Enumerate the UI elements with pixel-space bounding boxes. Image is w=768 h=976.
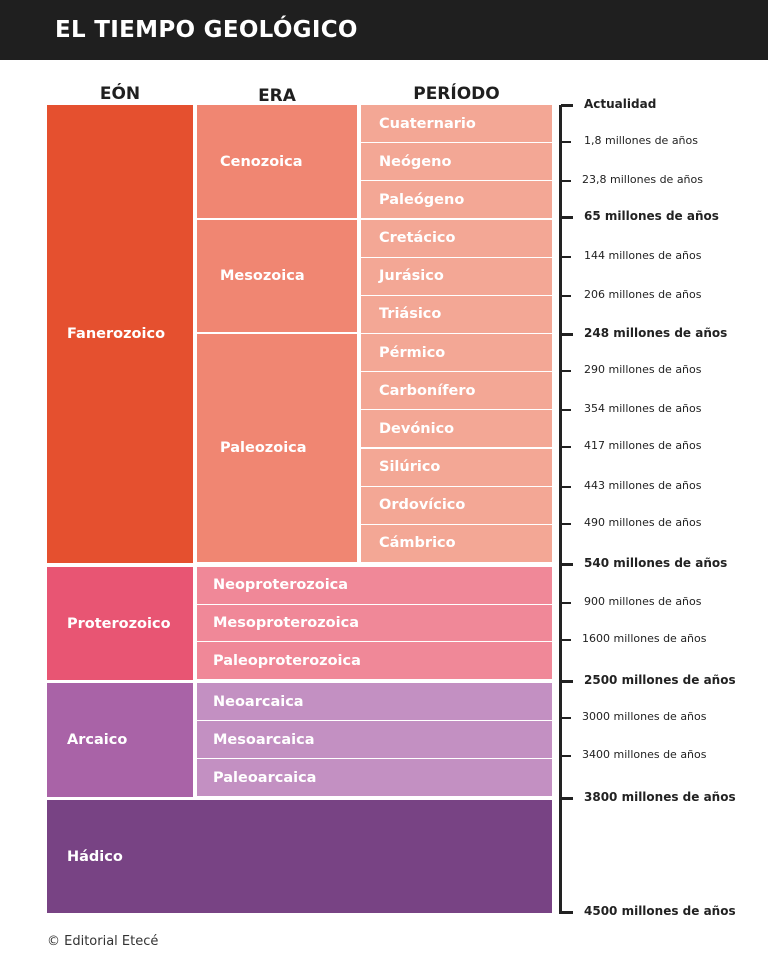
- eon-proterozoico-label: Proterozoico: [67, 615, 171, 632]
- era-row-arcaico: Mesoarcaica: [197, 721, 552, 758]
- period-row-label: Carbonífero: [379, 382, 476, 399]
- period-row: Cámbrico: [361, 524, 552, 562]
- column-header-era: ERA: [258, 86, 296, 106]
- era-row-proterozoico-label: Paleoproterozoica: [213, 652, 361, 669]
- period-row-label: Cuaternario: [379, 115, 476, 132]
- period-row-label: Silúrico: [379, 459, 441, 476]
- period-row-label: Jurásico: [379, 268, 444, 285]
- timeline-tick: [561, 141, 571, 143]
- period-row-label: Ordovícico: [379, 497, 466, 514]
- era-row-proterozoico: Neoproterozoica: [197, 567, 552, 604]
- timeline-tick: [561, 370, 571, 372]
- period-row: Carbonífero: [361, 372, 552, 410]
- era-row-proterozoico: Paleoproterozoica: [197, 642, 552, 680]
- period-row: Paleógeno: [361, 181, 552, 219]
- era-row-proterozoico: Mesoproterozoica: [197, 604, 552, 642]
- timeline-label: 2500 millones de años: [584, 673, 736, 687]
- timeline-tick: [561, 639, 571, 641]
- timeline-label: 3800 millones de años: [584, 790, 736, 804]
- period-row-label: Triásico: [379, 306, 442, 323]
- timeline-label: 3400 millones de años: [582, 748, 707, 761]
- era-row-arcaico-label: Mesoarcaica: [213, 731, 315, 748]
- era-mesozoica: Mesozoica: [197, 220, 357, 332]
- period-row-label: Cretácico: [379, 230, 456, 247]
- timeline-tick: [561, 563, 573, 566]
- period-row: Cretácico: [361, 219, 552, 257]
- timeline-label: 23,8 millones de años: [582, 173, 703, 186]
- period-row-label: Devónico: [379, 420, 455, 437]
- period-row: Ordovícico: [361, 486, 552, 524]
- timeline-tick: [561, 409, 571, 411]
- era-row-arcaico-label: Paleoarcaica: [213, 769, 317, 786]
- timeline-label: Actualidad: [584, 97, 657, 111]
- timeline-label: 3000 millones de años: [582, 710, 707, 723]
- era-row-proterozoico-label: Neoproterozoica: [213, 577, 349, 594]
- eon-hadico: Hádico: [47, 800, 552, 913]
- era-paleozoica: Paleozoica: [197, 334, 357, 562]
- timeline-label: 354 millones de años: [584, 402, 702, 415]
- timeline-tick: [561, 256, 571, 258]
- era-row-arcaico: Neoarcaica: [197, 683, 552, 720]
- era-mesozoica-label: Mesozoica: [220, 268, 305, 284]
- eon-proterozoico: Proterozoico: [47, 567, 193, 680]
- period-row: Neógeno: [361, 143, 552, 181]
- timeline-tick: [561, 523, 571, 525]
- timeline-label: 490 millones de años: [584, 516, 702, 529]
- era-row-proterozoico-label: Mesoproterozoica: [213, 615, 359, 632]
- timeline-label: 206 millones de años: [584, 288, 702, 301]
- timeline-label: 900 millones de años: [584, 595, 702, 608]
- timeline-tick: [561, 911, 573, 914]
- timeline-tick: [561, 333, 573, 336]
- period-row-label: Paleógeno: [379, 191, 465, 208]
- timeline-tick: [561, 797, 573, 800]
- period-row: Pérmico: [361, 334, 552, 372]
- era-paleozoica-label: Paleozoica: [220, 440, 307, 456]
- period-row: Silúrico: [361, 448, 552, 486]
- period-row-label: Cámbrico: [379, 535, 456, 552]
- timeline-label: 443 millones de años: [584, 479, 702, 492]
- timeline-axis: [559, 105, 562, 914]
- timeline-tick: [561, 680, 573, 683]
- eon-arcaico: Arcaico: [47, 683, 193, 797]
- timeline-tick: [561, 446, 571, 448]
- period-row: Devónico: [361, 410, 552, 448]
- timeline-label: 290 millones de años: [584, 363, 702, 376]
- column-header-period: PERÍODO: [413, 84, 500, 104]
- timeline-label: 4500 millones de años: [584, 904, 736, 918]
- timeline-tick: [561, 104, 573, 107]
- header-bar: EL TIEMPO GEOLÓGICO: [0, 0, 768, 60]
- timeline-tick: [561, 216, 573, 219]
- timeline-label: 417 millones de años: [584, 439, 702, 452]
- eon-fanerozoico: Fanerozoico: [47, 105, 193, 563]
- period-row: Triásico: [361, 295, 552, 333]
- timeline-label: 144 millones de años: [584, 249, 702, 262]
- period-row: Cuaternario: [361, 105, 552, 143]
- timeline-tick: [561, 180, 571, 182]
- period-row: Jurásico: [361, 257, 552, 295]
- footer-credit: © Editorial Etecé: [47, 934, 159, 949]
- eon-hadico-label: Hádico: [67, 848, 123, 865]
- era-cenozoica: Cenozoica: [197, 105, 357, 218]
- column-header-eon: EÓN: [99, 84, 141, 104]
- period-row-label: Pérmico: [379, 344, 446, 361]
- timeline-label: 65 millones de años: [584, 209, 719, 223]
- timeline-tick: [561, 486, 571, 488]
- eon-fanerozoico-label: Fanerozoico: [67, 326, 166, 342]
- era-row-arcaico-label: Neoarcaica: [213, 693, 304, 710]
- eon-arcaico-label: Arcaico: [67, 732, 128, 748]
- period-row-label: Neógeno: [379, 153, 452, 170]
- timeline-label: 248 millones de años: [584, 326, 728, 340]
- era-cenozoica-label: Cenozoica: [220, 153, 303, 170]
- timeline-label: 1600 millones de años: [582, 632, 707, 645]
- timeline-tick: [561, 295, 571, 297]
- timeline-tick: [561, 717, 571, 719]
- page-title: EL TIEMPO GEOLÓGICO: [55, 17, 358, 43]
- timeline-tick: [561, 755, 571, 757]
- timeline-label: 540 millones de años: [584, 556, 728, 570]
- era-row-arcaico: Paleoarcaica: [197, 759, 552, 796]
- timeline-tick: [561, 602, 571, 604]
- timeline-label: 1,8 millones de años: [584, 134, 698, 147]
